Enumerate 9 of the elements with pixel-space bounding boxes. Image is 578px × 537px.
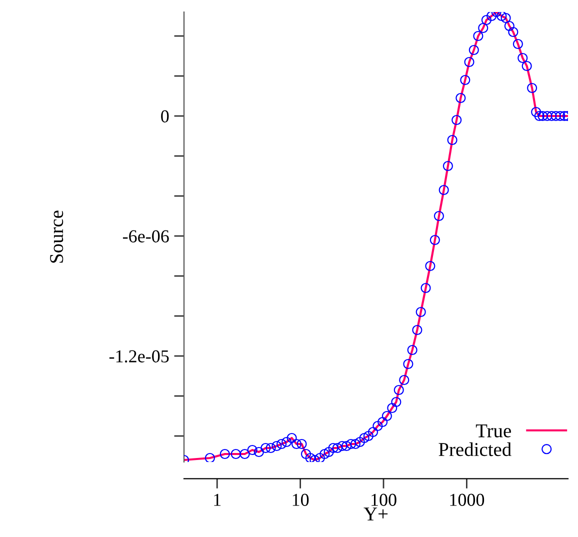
x-tick-label: 10: [292, 494, 309, 506]
y-tick-label: -6e-06: [122, 230, 169, 242]
x-tick-label: 100: [372, 494, 396, 506]
x-axis-title: Y+: [364, 508, 388, 520]
y-axis-title: Source: [50, 210, 64, 263]
x-tick-label: 1000: [450, 494, 484, 506]
y-tick-label: -1.2e-05: [109, 350, 169, 363]
y-tick-label: 0: [161, 110, 169, 122]
x-tick-label: 1: [214, 494, 221, 506]
